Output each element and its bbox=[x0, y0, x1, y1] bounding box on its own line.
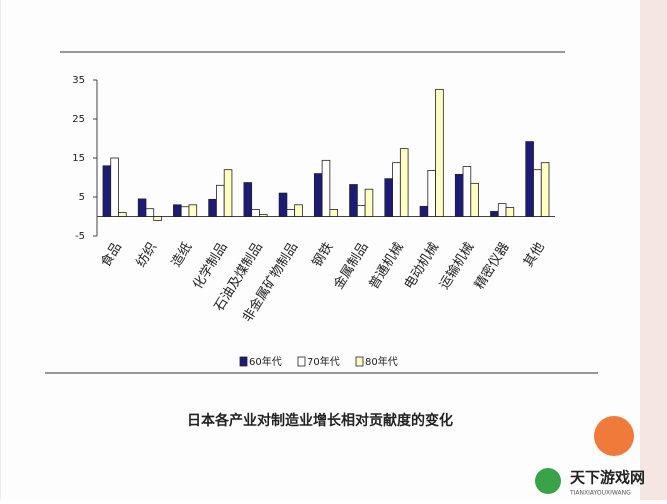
bar bbox=[102, 165, 112, 217]
bar bbox=[137, 198, 147, 217]
legend-label: 80年代 bbox=[365, 355, 398, 368]
bar bbox=[419, 205, 429, 217]
y-tick-label: 5 bbox=[79, 192, 85, 203]
bar bbox=[180, 206, 190, 217]
bar bbox=[173, 204, 182, 217]
bar bbox=[392, 162, 401, 217]
bar bbox=[216, 184, 225, 217]
legend-swatch bbox=[355, 356, 364, 367]
bar bbox=[110, 157, 119, 217]
legend-swatch bbox=[239, 356, 248, 367]
bar bbox=[435, 88, 444, 217]
watermark-title: 天下游戏网 bbox=[570, 469, 645, 487]
bar bbox=[533, 169, 542, 217]
bar bbox=[540, 162, 550, 217]
bar bbox=[286, 209, 296, 217]
bar bbox=[208, 198, 217, 217]
bar bbox=[294, 204, 303, 217]
legend-swatch bbox=[297, 356, 306, 367]
bar bbox=[490, 211, 499, 217]
y-tick-label: 15 bbox=[72, 153, 85, 164]
bar bbox=[243, 182, 253, 217]
bar bbox=[321, 159, 331, 217]
bar bbox=[462, 166, 472, 217]
bar bbox=[145, 208, 155, 217]
bar bbox=[223, 169, 233, 217]
bar bbox=[427, 170, 436, 217]
bar bbox=[153, 216, 162, 221]
bar bbox=[349, 184, 358, 217]
bar bbox=[356, 205, 366, 217]
y-tick-label: 35 bbox=[72, 75, 85, 86]
bar bbox=[364, 188, 374, 217]
bar bbox=[329, 209, 339, 217]
legend-label: 60年代 bbox=[249, 355, 282, 368]
y-tick-label: 25 bbox=[72, 114, 85, 125]
bar bbox=[188, 204, 198, 217]
bar bbox=[259, 214, 268, 217]
bar bbox=[470, 182, 479, 217]
bar bbox=[118, 212, 127, 217]
bar bbox=[497, 203, 507, 217]
watermark-subtitle: TIANXIAYOUXIWANG bbox=[569, 490, 631, 497]
bar bbox=[251, 209, 260, 217]
bar bbox=[313, 173, 323, 217]
y-tick-label: -5 bbox=[75, 231, 85, 242]
side-strip bbox=[640, 0, 667, 500]
legend-label: 70年代 bbox=[307, 355, 340, 368]
bar bbox=[525, 141, 534, 217]
bar bbox=[454, 173, 464, 217]
chart-title: 日本各产业对制造业增长相对贡献度的变化 bbox=[187, 412, 453, 429]
bar bbox=[505, 207, 515, 217]
bar bbox=[384, 178, 393, 217]
logo-icon bbox=[535, 468, 561, 494]
bar bbox=[278, 192, 288, 217]
bar bbox=[399, 148, 409, 217]
decor-circle bbox=[594, 416, 634, 456]
